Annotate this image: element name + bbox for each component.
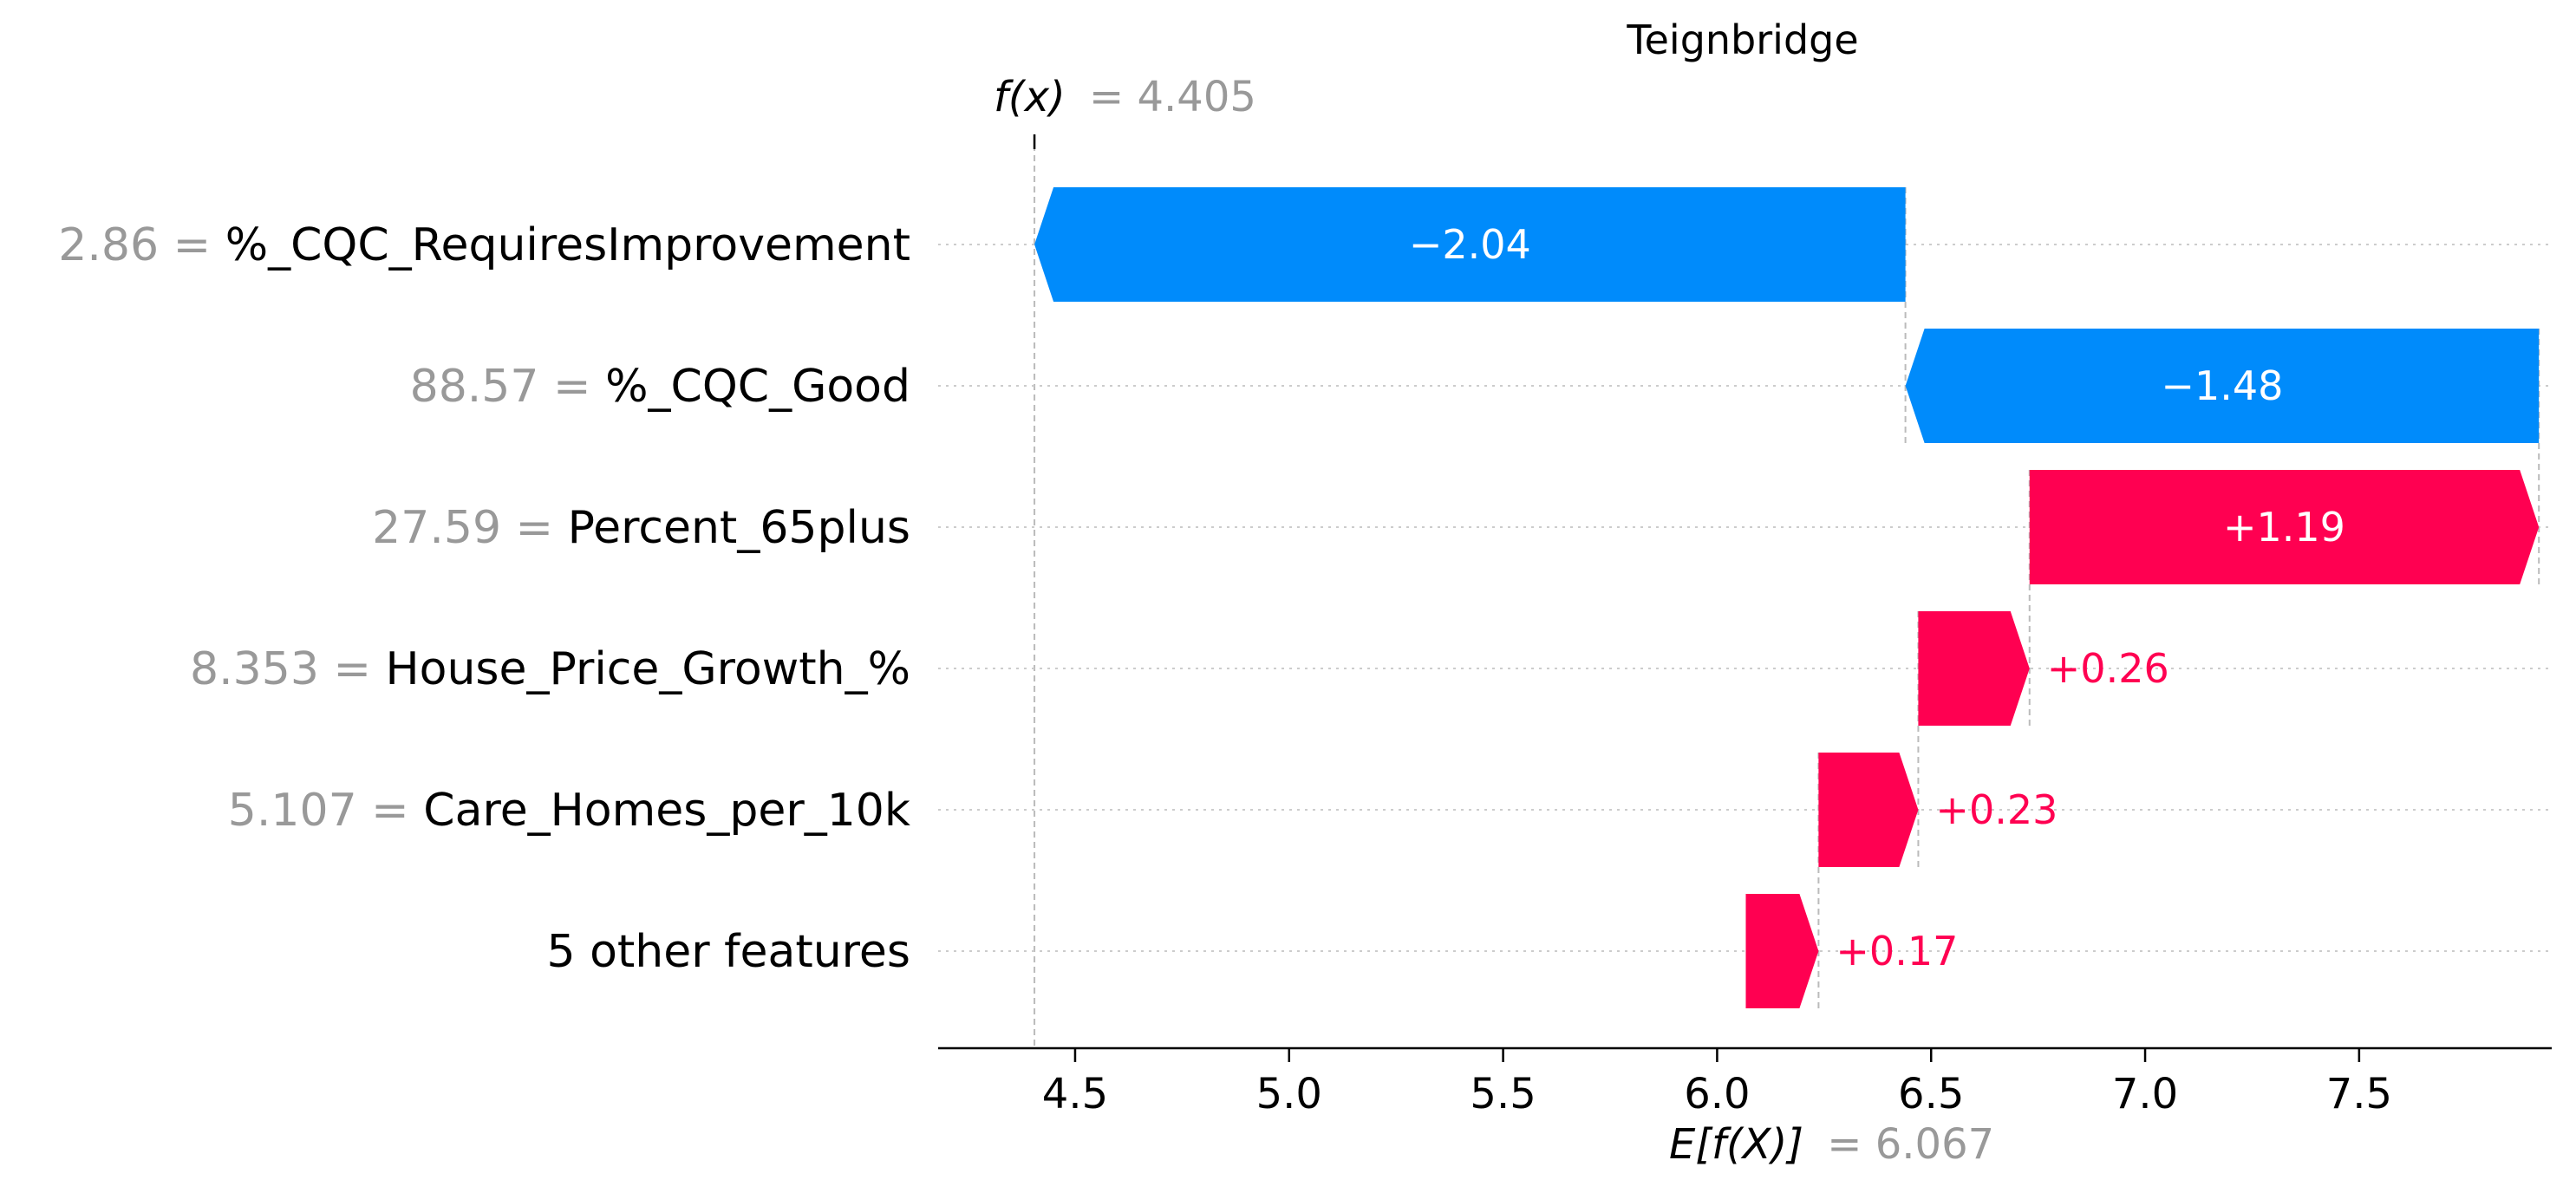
feature-name: %_CQC_RequiresImprovement bbox=[225, 219, 910, 271]
svg-text:E[f(X)] = 6.067: E[f(X)] = 6.067 bbox=[1669, 1120, 1994, 1169]
feature-label: 8.353 = House_Price_Growth_% bbox=[190, 643, 910, 695]
shap-bar bbox=[1905, 329, 2540, 443]
feature-value: 27.59 = bbox=[372, 502, 568, 554]
feature-name: Care_Homes_per_10k bbox=[423, 785, 910, 837]
x-tick-label: 7.0 bbox=[2112, 1070, 2178, 1118]
fx-label: f(x) bbox=[994, 73, 1066, 121]
feature-label: 5 other features bbox=[546, 926, 910, 978]
bars-layer: −2.04 −1.48 +1.19 +0.26 +0.23 +0.17 bbox=[1034, 187, 2540, 1008]
feature-name: %_CQC_Good bbox=[605, 361, 910, 413]
feature-value: 8.353 = bbox=[190, 643, 386, 695]
feature-label: 27.59 = Percent_65plus bbox=[372, 502, 910, 554]
shap-bar bbox=[1745, 894, 1819, 1008]
x-tick-label: 6.5 bbox=[1898, 1070, 1964, 1118]
fx-value: = 4.405 bbox=[1089, 73, 1256, 121]
chart-title: Teignbridge bbox=[1626, 16, 1858, 63]
x-tick-label: 4.5 bbox=[1042, 1070, 1108, 1118]
feature-label: 88.57 = %_CQC_Good bbox=[410, 361, 910, 413]
feature-name: House_Price_Growth_% bbox=[386, 643, 910, 695]
feature-name: 5 other features bbox=[546, 926, 910, 978]
x-tick-label: 7.5 bbox=[2326, 1070, 2392, 1118]
bar-value-label: +0.23 bbox=[1935, 786, 2058, 833]
svg-text:f(x) = 4.405: f(x) = 4.405 bbox=[994, 73, 1256, 121]
x-tick-label: 5.5 bbox=[1470, 1070, 1536, 1118]
x-axis-ticks: 4.5 5.0 5.5 6.0 6.5 7.0 7.5 bbox=[1042, 1048, 2392, 1118]
bar-value-label: +0.17 bbox=[1836, 928, 1958, 975]
feature-value: 2.86 = bbox=[58, 219, 225, 271]
base-value: = 6.067 bbox=[1827, 1120, 1994, 1169]
bar-value-label: +0.26 bbox=[2047, 645, 2169, 692]
feature-label: 2.86 = %_CQC_RequiresImprovement bbox=[58, 219, 910, 271]
feature-labels: 2.86 = %_CQC_RequiresImprovement 88.57 = … bbox=[58, 219, 910, 978]
x-tick-label: 6.0 bbox=[1684, 1070, 1750, 1118]
fx-annotation: f(x) = 4.405 bbox=[994, 73, 1256, 121]
base-label: E[f(X)] bbox=[1669, 1120, 1803, 1169]
shap-bar bbox=[2029, 470, 2540, 584]
feature-value: 5.107 = bbox=[228, 785, 424, 837]
x-tick-label: 5.0 bbox=[1256, 1070, 1322, 1118]
shap-bar bbox=[1818, 753, 1919, 867]
feature-name: Percent_65plus bbox=[568, 502, 910, 554]
shap-bar bbox=[1918, 611, 2030, 726]
feature-label: 5.107 = Care_Homes_per_10k bbox=[228, 785, 910, 837]
bar-value-label: +1.19 bbox=[2223, 504, 2345, 551]
bar-value-label: −2.04 bbox=[1409, 221, 1531, 268]
shap-bar bbox=[1034, 187, 1906, 302]
bar-value-label: −1.48 bbox=[2161, 362, 2283, 409]
feature-value: 88.57 = bbox=[410, 361, 606, 413]
base-value-annotation: E[f(X)] = 6.067 bbox=[1669, 1120, 1994, 1169]
